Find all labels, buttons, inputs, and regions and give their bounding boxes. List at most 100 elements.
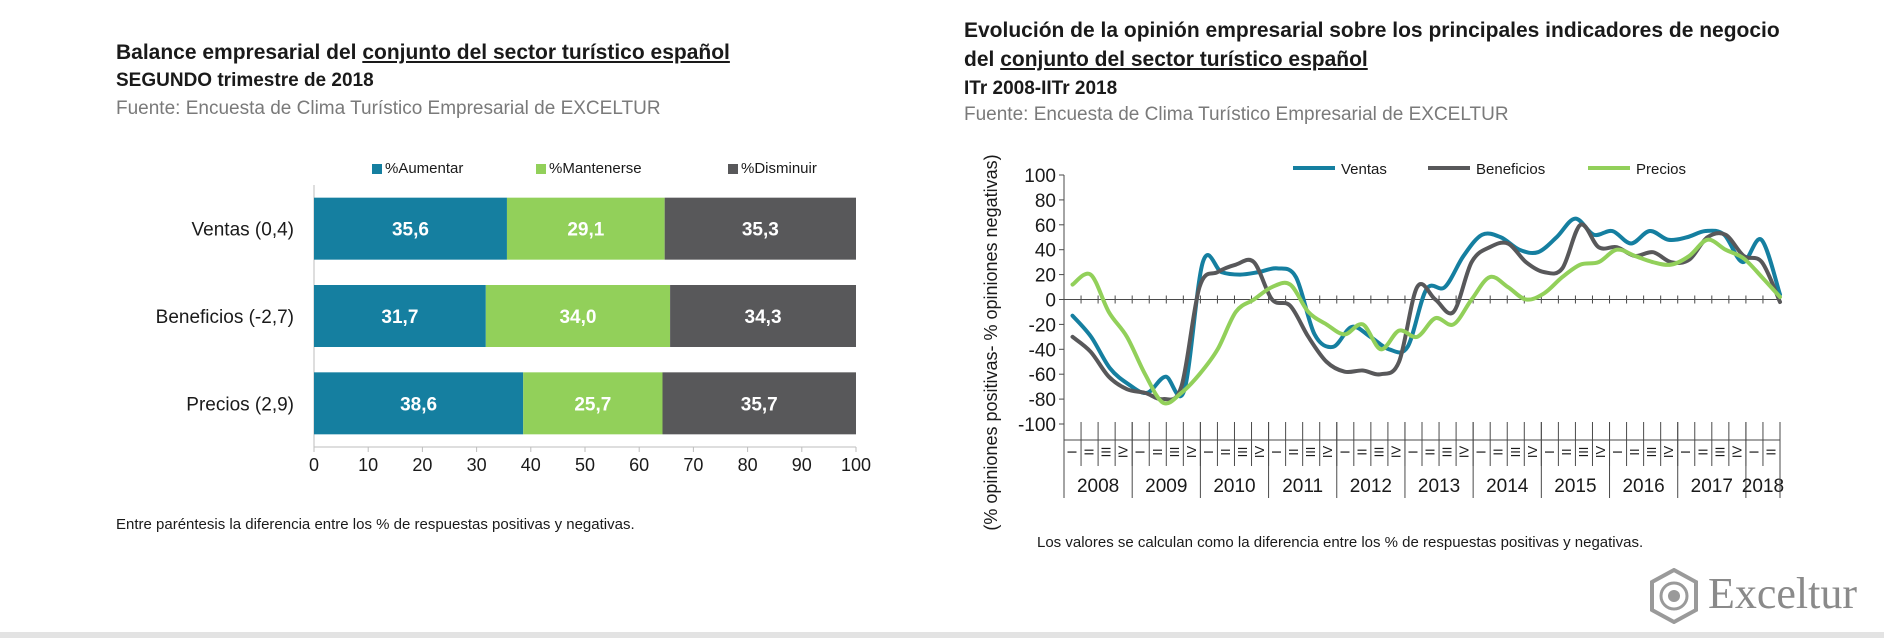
y-axis-title: (% opiniones positivas- % opiniones nega… (981, 154, 1001, 530)
bar-data-label-2-3: 34,3 (745, 307, 782, 328)
quarter-label-4-3: IV (1388, 446, 1403, 459)
x-tick-label-0: 0 (309, 455, 319, 475)
right-title-line1: Evolución de la opinión empresarial sobr… (964, 19, 1780, 42)
right-title-line2: del conjunto del sector turístico españo… (964, 45, 1780, 74)
quarter-label-10-1: II (1763, 448, 1778, 455)
y-tick-label-4: 20 (1035, 266, 1056, 287)
quarter-label-0-1: II (1082, 448, 1097, 455)
year-label-5: 2013 (1418, 476, 1460, 497)
x-tick-label-1: 10 (358, 455, 378, 475)
bar-data-label-2-1: 31,7 (381, 307, 418, 328)
quarter-label-9-3: IV (1729, 446, 1744, 459)
category-label-1: Ventas (0,4) (192, 220, 294, 241)
quarter-label-1-3: IV (1184, 446, 1199, 459)
year-label-7: 2015 (1554, 476, 1596, 497)
bar-segment-3-3 (662, 372, 856, 435)
y-tick-label-7: -40 (1029, 340, 1056, 361)
right-chart-title: Evolución de la opinión empresarial sobr… (964, 16, 1780, 74)
bar-segment-3-2 (523, 372, 663, 435)
bar-segment-3-1 (314, 372, 524, 435)
exceltur-logo-icon (1650, 568, 1698, 624)
left-chart-note: Entre paréntesis la diferencia entre los… (116, 516, 635, 533)
year-label-10: 2018 (1742, 476, 1784, 497)
right-chart-source: Fuente: Encuesta de Clima Turístico Empr… (964, 104, 1509, 125)
bar-data-label-1-2: 29,1 (567, 220, 604, 241)
quarter-label-5-2: III (1440, 447, 1455, 458)
x-tick-label-9: 90 (792, 455, 812, 475)
x-tick-label-2: 20 (412, 455, 432, 475)
quarter-label-8-3: IV (1661, 446, 1676, 459)
year-label-9: 2017 (1691, 476, 1733, 497)
quarter-label-6-0: I (1474, 450, 1489, 454)
legend-series-label-3: Precios (1636, 161, 1686, 178)
quarter-label-7-0: I (1542, 450, 1557, 454)
x-tick-label-7: 70 (683, 455, 703, 475)
right-title-underlined: conjunto del sector turístico español (1000, 48, 1368, 71)
year-label-2: 2010 (1213, 476, 1255, 497)
year-label-8: 2016 (1622, 476, 1664, 497)
x-tick-label-3: 30 (467, 455, 487, 475)
quarter-label-3-3: IV (1320, 446, 1335, 459)
y-tick-label-5: 0 (1045, 291, 1056, 312)
quarter-label-10-0: I (1746, 450, 1761, 454)
y-tick-label-1: 80 (1035, 191, 1056, 212)
legend-label-3: %Disminuir (741, 160, 817, 177)
year-label-0: 2008 (1077, 476, 1119, 497)
quarter-label-4-0: I (1337, 450, 1352, 454)
bar-segment-2-1 (314, 285, 486, 347)
x-tick-label-8: 80 (738, 455, 758, 475)
x-tick-label-5: 50 (575, 455, 595, 475)
x-tick-label-10: 100 (841, 455, 871, 475)
quarter-label-6-3: IV (1525, 446, 1540, 459)
left-chart-subtitle: SEGUNDO trimestre de 2018 (116, 70, 374, 91)
right-chart-subtitle: ITr 2008-IITr 2018 (964, 78, 1118, 99)
legend-swatch-3 (728, 164, 738, 174)
series-line-beneficios (1070, 222, 1782, 402)
bar-data-label-2-2: 34,0 (559, 307, 596, 328)
x-tick-label-6: 60 (629, 455, 649, 475)
right-chart-note: Los valores se calculan como la diferenc… (1037, 534, 1644, 551)
exceltur-logo-text: Exceltur (1708, 569, 1858, 618)
category-label-2: Beneficios (-2,7) (156, 307, 294, 328)
y-tick-label-10: -100 (1018, 415, 1056, 436)
left-chart-source: Fuente: Encuesta de Clima Turístico Empr… (116, 98, 661, 119)
y-tick-label-2: 60 (1035, 216, 1056, 237)
year-label-4: 2012 (1350, 476, 1392, 497)
bar-data-label-3-3: 35,7 (741, 394, 778, 415)
legend-label-2: %Mantenerse (549, 160, 642, 177)
bar-data-label-1-3: 35,3 (742, 220, 779, 241)
quarter-label-7-2: III (1576, 447, 1591, 458)
quarter-label-0-0: I (1065, 450, 1080, 454)
quarter-label-3-0: I (1269, 450, 1284, 454)
quarter-label-3-2: III (1303, 447, 1318, 458)
quarter-label-4-1: II (1354, 448, 1369, 455)
quarter-label-6-2: III (1508, 447, 1523, 458)
y-tick-label-9: -80 (1029, 390, 1056, 411)
bar-segment-1-2 (506, 197, 665, 260)
quarter-label-3-1: II (1286, 448, 1301, 455)
y-tick-label-0: 100 (1024, 166, 1056, 187)
quarter-label-2-3: IV (1252, 446, 1267, 459)
left-chart-title: Balance empresarial del conjunto del sec… (116, 38, 730, 67)
quarter-label-5-1: II (1423, 448, 1438, 455)
legend-swatch-2 (536, 164, 546, 174)
quarter-label-1-2: III (1167, 447, 1182, 458)
year-label-1: 2009 (1145, 476, 1187, 497)
y-tick-label-3: 40 (1035, 241, 1056, 262)
quarter-label-1-1: II (1150, 448, 1165, 455)
quarter-label-9-0: I (1678, 450, 1693, 454)
bar-data-label-3-2: 25,7 (574, 394, 611, 415)
quarter-label-4-2: III (1371, 447, 1386, 458)
quarter-label-2-1: II (1218, 448, 1233, 455)
quarter-label-7-3: IV (1593, 446, 1608, 459)
quarter-label-2-2: III (1235, 447, 1250, 458)
quarter-label-0-2: III (1099, 447, 1114, 458)
series-line-precios (1070, 237, 1782, 406)
left-title-underlined: conjunto del sector turístico español (362, 41, 730, 64)
left-title-prefix: Balance empresarial del (116, 41, 363, 64)
bar-segment-2-3 (670, 285, 856, 347)
quarter-label-6-1: II (1491, 448, 1506, 455)
legend-swatch-1 (372, 164, 382, 174)
quarter-label-2-0: I (1201, 450, 1216, 454)
category-label-3: Precios (2,9) (186, 394, 294, 415)
